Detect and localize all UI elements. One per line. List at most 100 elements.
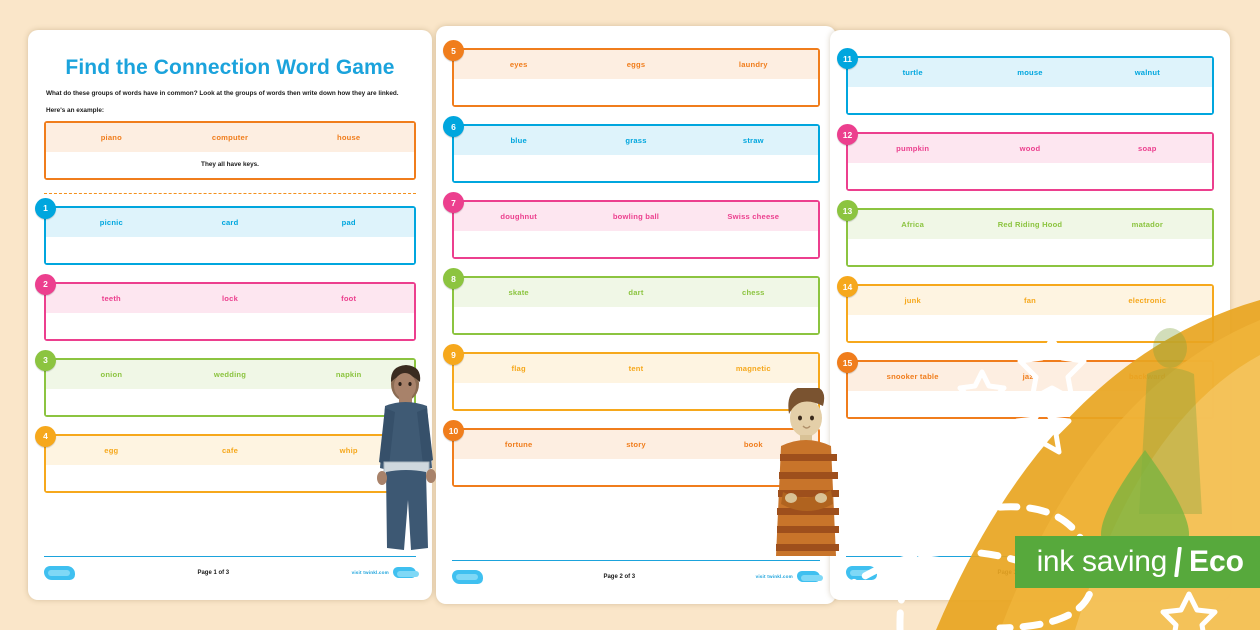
word-item: story — [626, 440, 646, 449]
word-item: napkin — [335, 369, 362, 379]
word-group-card[interactable]: 11 turtle mouse walnut — [837, 48, 1214, 115]
word-group-card[interactable]: 7 doughnut bowling ball Swiss cheese — [443, 192, 820, 259]
word-group-card[interactable]: 1 picnic card pad — [35, 197, 416, 265]
word-group-card[interactable]: 14 junk fan electronic — [837, 276, 1214, 343]
twinkl-logo-icon — [846, 565, 877, 580]
example-label: Here's an example: — [46, 106, 104, 114]
word-item: wedding — [213, 369, 247, 379]
row-number-badge: 11 — [837, 48, 858, 69]
word-item: picnic — [99, 217, 123, 227]
row-number-badge: 12 — [837, 124, 858, 145]
word-list: snooker table jazz backward — [848, 362, 1212, 391]
example-word-card[interactable]: piano computer house They all have keys. — [44, 120, 416, 180]
word-item: book — [743, 440, 763, 449]
word-list: pumpkin wood soap — [848, 134, 1212, 163]
row-number-badge: 6 — [443, 116, 464, 137]
word-list: onion wedding napkin — [46, 359, 414, 389]
word-item: eggs — [626, 60, 646, 69]
row-number-badge: 2 — [35, 273, 56, 295]
word-item: teeth — [101, 293, 121, 303]
worksheet-page-1[interactable]: Find the Connection Word Game What do th… — [28, 30, 432, 600]
word-item: magnetic — [735, 364, 771, 373]
word-group-card[interactable]: 9 flag tent magnetic — [443, 344, 820, 411]
word-group-card[interactable]: 6 blue grass straw — [443, 116, 820, 183]
word-item: lock — [222, 293, 238, 303]
word-list: picnic card pad — [46, 207, 414, 237]
child-illustration-stripes — [776, 388, 839, 556]
child-illustration-denim — [377, 365, 436, 550]
word-item: blue — [510, 136, 527, 145]
visit-label[interactable]: visit twinkl.com — [755, 574, 793, 579]
row-number-badge: 3 — [35, 349, 56, 371]
word-item: Red Riding Hood — [997, 220, 1063, 229]
word-item: foot — [341, 293, 357, 303]
word-group-card[interactable]: 5 eyes eggs laundry — [443, 40, 820, 107]
answer-input-area[interactable] — [454, 79, 818, 105]
word-item: jazz — [1022, 372, 1038, 381]
worksheet-page-3[interactable]: 11 turtle mouse walnut 12 pumpkin wood soap 13 Af… — [830, 30, 1230, 600]
word-item: backward — [1129, 372, 1166, 381]
word-group-card[interactable]: 12 pumpkin wood soap — [837, 124, 1214, 191]
answer-input-area[interactable] — [848, 163, 1212, 189]
word-item: mouse — [1017, 68, 1043, 77]
word-item: dart — [628, 288, 644, 297]
word-item: chess — [742, 288, 765, 297]
word-list: eyes eggs laundry — [454, 50, 818, 79]
word-group-card[interactable]: 8 skate dart chess — [443, 268, 820, 335]
answer-input-area[interactable] — [454, 155, 818, 181]
answer-input-area[interactable] — [848, 391, 1212, 417]
answer-input-area[interactable] — [454, 383, 818, 409]
word-list: skate dart chess — [454, 278, 818, 307]
word-item: wood — [1019, 144, 1041, 153]
twinkl-logo-icon — [44, 565, 75, 580]
twinkl-logo-icon — [452, 569, 483, 584]
worksheet-page-2[interactable]: 5 eyes eggs laundry 6 blue grass straw 7 doughnut… — [436, 26, 836, 604]
word-group-card[interactable]: 2 teeth lock foot — [35, 273, 416, 341]
word-item: tent — [628, 364, 644, 373]
word-item: fortune — [504, 440, 533, 449]
row-number-badge: 8 — [443, 268, 464, 289]
page-footer: Page 1 of 3 visit twinkl.com — [44, 556, 419, 584]
word-item: fan — [1023, 296, 1036, 305]
answer-input-area[interactable] — [46, 388, 414, 415]
row-number-badge: 1 — [35, 197, 56, 219]
word-item: house — [336, 132, 361, 142]
answer-input-area[interactable] — [46, 464, 414, 491]
word-group-card[interactable]: 10 fortune story book — [443, 420, 820, 487]
word-group-card[interactable]: 3 onion wedding napkin — [35, 349, 416, 417]
row-number-badge: 13 — [837, 200, 858, 221]
word-item: laundry — [738, 60, 768, 69]
word-item: junk — [904, 296, 921, 305]
answer-input-area[interactable] — [46, 312, 414, 339]
example-answer[interactable]: They all have keys. — [46, 151, 414, 178]
word-group-card[interactable]: 13 Africa Red Riding Hood matador — [837, 200, 1214, 267]
word-list: junk fan electronic — [848, 286, 1212, 315]
eco-badge-separator — [1174, 547, 1182, 577]
word-item: walnut — [1134, 68, 1160, 77]
word-list: Africa Red Riding Hood matador — [848, 210, 1212, 239]
word-item: electronic — [1128, 296, 1167, 305]
row-number-badge: 9 — [443, 344, 464, 365]
word-list: doughnut bowling ball Swiss cheese — [454, 202, 818, 231]
word-group-card[interactable]: 4 egg cafe whip — [35, 425, 416, 493]
answer-input-area[interactable] — [848, 315, 1212, 341]
twinkl-logo-icon-small — [796, 571, 823, 582]
word-item: flag — [511, 364, 526, 373]
answer-input-area[interactable] — [46, 236, 414, 263]
answer-input-area[interactable] — [454, 307, 818, 333]
word-list: piano computer house — [46, 122, 414, 152]
answer-input-area[interactable] — [848, 87, 1212, 113]
answer-input-area[interactable] — [848, 239, 1212, 265]
word-item: doughnut — [500, 212, 537, 221]
row-number-badge: 5 — [443, 40, 464, 61]
word-item: cafe — [222, 445, 238, 455]
word-item: turtle — [902, 68, 923, 77]
answer-input-area[interactable] — [454, 459, 818, 485]
answer-input-area[interactable] — [454, 231, 818, 257]
word-list: flag tent magnetic — [454, 354, 818, 383]
page-number: Page 1 of 3 — [197, 569, 230, 576]
word-group-card[interactable]: 15 snooker table jazz backward — [837, 352, 1214, 419]
visit-label[interactable]: visit twinkl.com — [351, 570, 389, 575]
word-item: Swiss cheese — [727, 212, 780, 221]
eco-badge-text-primary: ink saving — [1036, 545, 1168, 578]
